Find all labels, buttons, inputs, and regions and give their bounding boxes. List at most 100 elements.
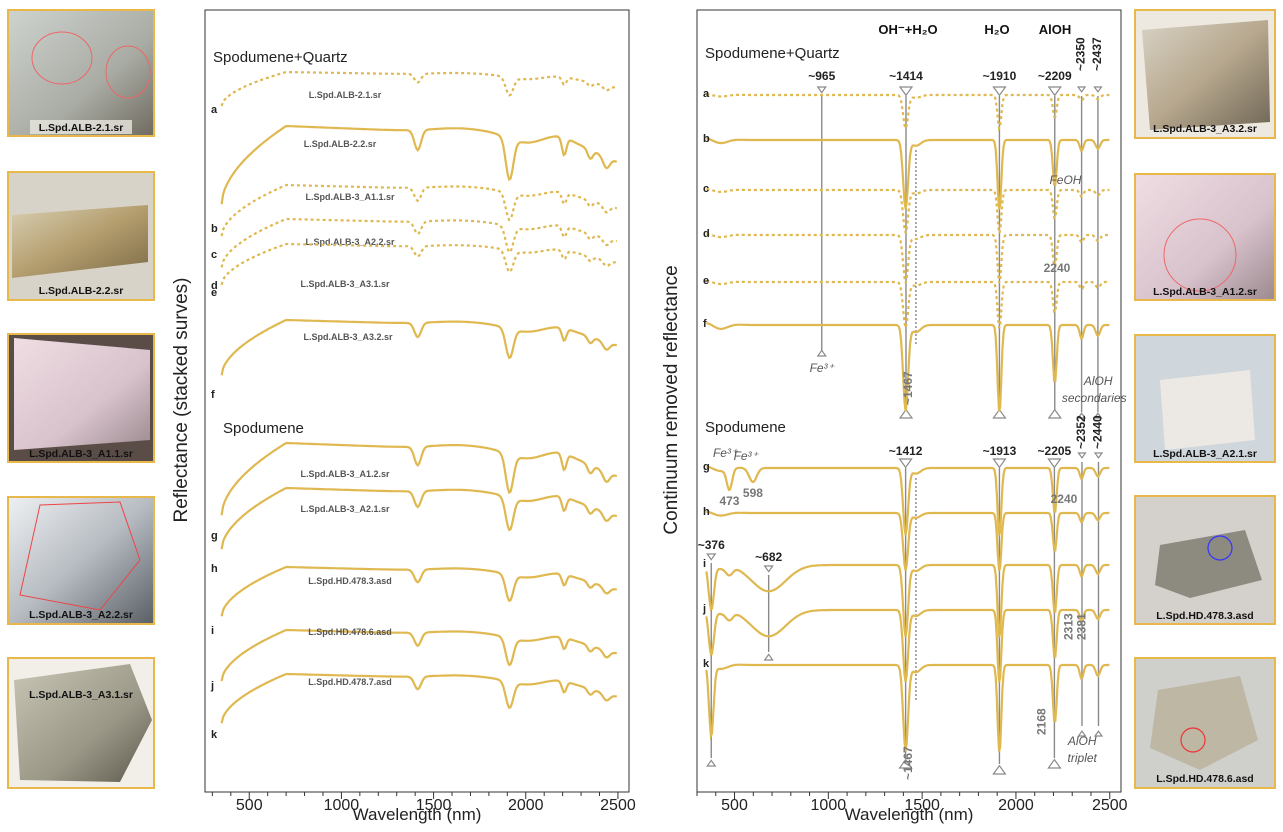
series-letter: j [702, 603, 706, 615]
photo-caption: L.Spd.ALB-3_A1.1.sr [29, 448, 133, 460]
spectrum-curve [706, 279, 1110, 329]
feature-marker [1047, 758, 1062, 769]
series-letter: d [703, 228, 710, 240]
italic-note: Fe³⁺ [810, 361, 836, 375]
feature-marker [1047, 86, 1062, 97]
tick-label: 2000 [998, 797, 1034, 814]
series-letter: e [703, 275, 709, 287]
series-letter: g [211, 530, 218, 542]
spectrum-curve [220, 441, 618, 516]
spectrum-curve [706, 321, 1110, 412]
feature-marker [1077, 730, 1087, 737]
sample-photo: L.Spd.ALB-3_A3.2.sr [1134, 9, 1276, 139]
feature-marker [763, 653, 774, 661]
feature-label: ~376 [698, 538, 725, 552]
series-letter: i [703, 558, 706, 570]
series-letter: b [211, 223, 218, 235]
spectrum-curve [706, 232, 1110, 284]
sample-photo: L.Spd.HD.478.6.asd [1134, 657, 1276, 789]
left-x-ticks: 500 1000 1500 2000 2500 [211, 792, 636, 814]
left-plot-panel: Reflectance (stacked surves) Wavelength … [171, 9, 636, 824]
spectrum-curve [220, 565, 618, 617]
series-letter: h [703, 506, 710, 518]
photo-caption: L.Spd.ALB-3_A2.2.sr [29, 609, 133, 621]
series-label: L.Spd.ALB-3_A2.1.sr [300, 504, 390, 514]
photos-left: L.Spd.ALB-2.1.sr L.Spd.ALB-2.2.sr L.Spd.… [7, 9, 155, 789]
feature-marker [1093, 412, 1103, 419]
spectrum-curve [706, 465, 1110, 536]
tick-label: 1500 [416, 797, 452, 814]
group-label: Spodumene+Quartz [213, 49, 348, 66]
italic-note: Fe³⁺ [734, 449, 760, 463]
spectrum-curve [220, 486, 618, 550]
spectrum-curve [706, 137, 1110, 210]
feature-marker [763, 565, 774, 573]
series-letter: a [703, 88, 710, 100]
series-letter: g [703, 461, 710, 473]
minor-feature-label: ~1467 [901, 746, 915, 780]
minor-feature-label: 2168 [1034, 708, 1048, 735]
tick-label: 2500 [1092, 797, 1128, 814]
series-label: L.Spd.ALB-3_A1.2.sr [300, 469, 390, 479]
spectrum-curve [706, 93, 1110, 133]
feature-marker [1093, 730, 1104, 737]
spectrum-curve [220, 672, 618, 724]
left-y-axis-label: Reflectance (stacked surves) [171, 278, 192, 523]
feature-marker [898, 408, 914, 419]
spectrum-curve [220, 217, 618, 268]
group-label: Spodumene+Quartz [705, 45, 840, 62]
band-header: AlOH [1039, 22, 1072, 37]
band-header: OH⁻+H₂O [878, 22, 937, 37]
feature-marker [898, 758, 913, 769]
feature-marker [1076, 86, 1087, 93]
sample-photo: L.Spd.ALB-2.2.sr [7, 171, 155, 301]
sample-photo: L.Spd.ALB-3_A2.1.sr [1134, 334, 1276, 463]
feature-label: ~2350 [1074, 37, 1088, 71]
photo-caption: L.Spd.ALB-3_A3.2.sr [1153, 123, 1257, 135]
feature-label: ~2437 [1090, 37, 1104, 71]
sample-photo: L.Spd.HD.478.3.asd [1134, 495, 1276, 625]
group-label: Spodumene [223, 420, 304, 437]
feature-marker [1076, 412, 1087, 419]
italic-note: AlOH [1083, 374, 1113, 388]
series-label: L.Spd.ALB-3_A3.2.sr [303, 332, 393, 342]
spectrum-curve [706, 187, 1110, 238]
photo-caption: L.Spd.ALB-3_A3.1.sr [29, 689, 133, 701]
minor-feature-label: ~1467 [901, 371, 915, 405]
series-letter: k [703, 658, 710, 670]
minor-feature-label: 2240 [1051, 492, 1078, 506]
italic-note: AlOH [1067, 734, 1097, 748]
minor-feature-label: 2313 [1062, 613, 1076, 640]
photo-caption: L.Spd.HD.478.3.asd [1156, 610, 1253, 622]
tick-label: 1000 [811, 797, 847, 814]
spectrum-curve [706, 510, 1110, 571]
tick-label: 500 [721, 797, 748, 814]
tick-label: 2000 [508, 797, 544, 814]
feature-label: ~1414 [889, 69, 923, 83]
series-letter: f [703, 318, 707, 330]
feature-marker [816, 349, 827, 357]
series-label: L.Spd.ALB-3_A3.1.sr [300, 279, 390, 289]
feature-marker [706, 553, 717, 561]
series-letter: j [210, 680, 214, 692]
feature-marker [816, 86, 827, 94]
feature-label: ~682 [755, 550, 782, 564]
italic-note: triplet [1068, 751, 1098, 765]
sample-photo: L.Spd.ALB-3_A1.1.sr [7, 333, 155, 463]
sample-photo: L.Spd.ALB-3_A3.1.sr [7, 657, 155, 789]
minor-feature-label: 2240 [1044, 261, 1071, 275]
sample-photo: L.Spd.ALB-2.1.sr [7, 9, 155, 137]
tick-label: 500 [236, 797, 263, 814]
feature-marker [992, 458, 1007, 469]
feature-marker [1093, 452, 1104, 459]
right-annotations: ~965 ~1414 ~1910 ~2209~2350 ~2437 ~1412 ~1913 ~… [698, 37, 1127, 780]
feature-label: ~1412 [889, 444, 923, 458]
italic-note: FeOH [1049, 173, 1081, 187]
series-label: L.Spd.HD.478.3.asd [308, 576, 392, 586]
photo-caption: L.Spd.ALB-3_A2.1.sr [1153, 448, 1257, 460]
band-header: H₂O [984, 22, 1009, 37]
tick-label: 1000 [324, 797, 360, 814]
feature-marker [1047, 458, 1062, 469]
right-x-axis-label: Wavelength (nm) [845, 805, 974, 824]
spectrum-curve [220, 183, 618, 237]
